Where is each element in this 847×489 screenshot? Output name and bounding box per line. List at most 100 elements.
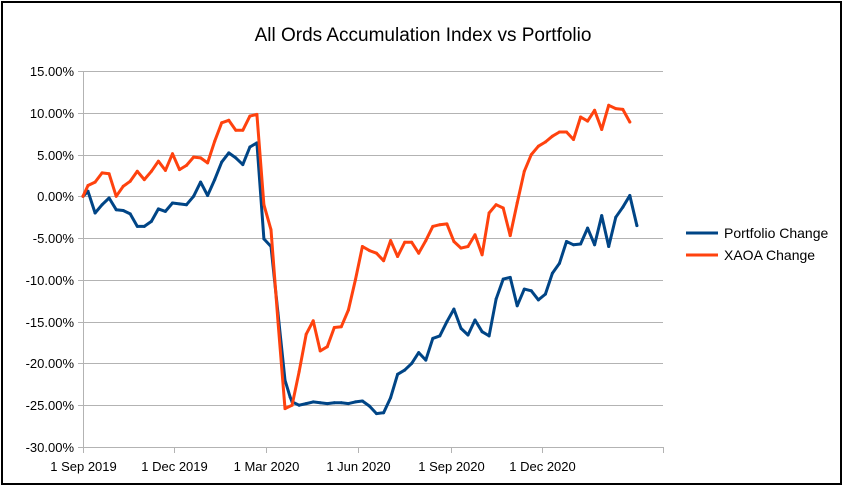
data-point-xaoa-change bbox=[178, 168, 181, 172]
data-point-xaoa-change bbox=[149, 169, 153, 173]
data-point-portfolio-change bbox=[403, 368, 407, 372]
data-point-portfolio-change bbox=[600, 214, 604, 218]
data-point-portfolio-change bbox=[121, 209, 125, 212]
chart-title: All Ords Accumulation Index vs Portfolio bbox=[255, 25, 592, 46]
data-point-xaoa-change bbox=[417, 251, 421, 255]
data-point-portfolio-change bbox=[389, 396, 393, 400]
data-point-portfolio-change bbox=[572, 243, 575, 247]
data-point-portfolio-change bbox=[515, 304, 519, 308]
data-point-portfolio-change bbox=[593, 243, 597, 247]
data-point-xaoa-change bbox=[473, 233, 477, 237]
data-point-xaoa-change bbox=[206, 161, 210, 165]
data-point-xaoa-change bbox=[431, 224, 435, 228]
data-point-xaoa-change bbox=[375, 251, 378, 255]
data-point-portfolio-change bbox=[417, 351, 421, 355]
data-point-xaoa-change bbox=[403, 240, 407, 244]
y-tick-label: -20.00% bbox=[26, 356, 75, 371]
data-point-xaoa-change bbox=[572, 138, 575, 141]
x-tick-label: 1 Sep 2020 bbox=[418, 459, 485, 474]
data-point-portfolio-change bbox=[353, 400, 357, 404]
legend-label: XAOA Change bbox=[724, 247, 815, 263]
series-lines bbox=[81, 103, 639, 416]
data-point-portfolio-change bbox=[473, 318, 477, 322]
data-point-xaoa-change bbox=[311, 319, 315, 323]
data-point-portfolio-change bbox=[452, 307, 456, 311]
data-point-xaoa-change bbox=[163, 168, 167, 172]
data-point-xaoa-change bbox=[93, 180, 97, 184]
data-point-portfolio-change bbox=[311, 400, 315, 404]
series-line-portfolio-change bbox=[81, 141, 639, 416]
data-point-portfolio-change bbox=[318, 401, 322, 405]
data-point-xaoa-change bbox=[494, 203, 498, 207]
data-point-xaoa-change bbox=[297, 370, 301, 374]
data-point-portfolio-change bbox=[565, 240, 568, 243]
data-point-portfolio-change bbox=[248, 145, 252, 149]
y-tick-label: -25.00% bbox=[26, 398, 75, 413]
data-point-xaoa-change bbox=[192, 155, 196, 159]
data-point-xaoa-change bbox=[339, 325, 343, 329]
data-point-xaoa-change bbox=[128, 179, 132, 183]
data-point-portfolio-change bbox=[529, 289, 533, 293]
x-axis-tick-labels: 1 Sep 2019 1 Dec 2019 1 Mar 2020 1 Jun 2020… bbox=[50, 459, 576, 474]
data-point-portfolio-change bbox=[142, 224, 146, 228]
data-point-portfolio-change bbox=[206, 194, 210, 197]
data-point-portfolio-change bbox=[262, 237, 266, 241]
data-point-xaoa-change bbox=[227, 118, 231, 122]
data-point-portfolio-change bbox=[304, 402, 308, 406]
data-point-xaoa-change bbox=[459, 246, 463, 250]
data-point-xaoa-change bbox=[543, 140, 547, 144]
data-point-xaoa-change bbox=[600, 128, 604, 131]
y-tick-label: 15.00% bbox=[30, 64, 75, 79]
data-point-xaoa-change bbox=[565, 130, 568, 134]
axes bbox=[78, 71, 664, 453]
legend-label: Portfolio Change bbox=[724, 225, 829, 241]
data-point-xaoa-change bbox=[81, 194, 85, 198]
data-point-portfolio-change bbox=[459, 326, 463, 330]
data-point-xaoa-change bbox=[283, 407, 287, 411]
y-tick-label: -10.00% bbox=[26, 273, 75, 288]
x-tick-label: 1 Dec 2020 bbox=[509, 459, 576, 474]
data-point-portfolio-change bbox=[607, 245, 611, 248]
data-point-portfolio-change bbox=[424, 358, 428, 362]
data-point-portfolio-change bbox=[297, 403, 301, 407]
data-point-xaoa-change bbox=[480, 253, 484, 257]
data-point-portfolio-change bbox=[100, 203, 104, 207]
data-point-portfolio-change bbox=[325, 402, 329, 406]
y-axis-tick-labels: 15.00% 10.00% 5.00% 0.00% -5.00% -10.00% -15.0… bbox=[26, 64, 75, 455]
data-point-portfolio-change bbox=[508, 275, 512, 279]
data-point-xaoa-change bbox=[628, 120, 632, 124]
data-point-portfolio-change bbox=[128, 212, 132, 216]
data-point-xaoa-change bbox=[466, 245, 470, 248]
data-point-xaoa-change bbox=[107, 172, 111, 176]
legend: Portfolio Change XAOA Change bbox=[686, 225, 829, 263]
data-point-portfolio-change bbox=[163, 209, 167, 213]
data-point-portfolio-change bbox=[156, 207, 160, 211]
data-point-xaoa-change bbox=[529, 153, 533, 157]
data-point-xaoa-change bbox=[185, 163, 188, 167]
data-point-xaoa-change bbox=[248, 114, 252, 118]
data-point-portfolio-change bbox=[149, 219, 153, 223]
data-point-xaoa-change bbox=[410, 240, 414, 244]
data-point-xaoa-change bbox=[396, 255, 400, 258]
y-tick-label: 0.00% bbox=[37, 189, 74, 204]
data-point-xaoa-change bbox=[593, 108, 597, 112]
data-point-xaoa-change bbox=[508, 234, 512, 238]
data-point-xaoa-change bbox=[325, 345, 329, 349]
data-point-xaoa-change bbox=[121, 184, 125, 188]
data-point-portfolio-change bbox=[522, 287, 526, 291]
y-tick-label: 10.00% bbox=[30, 106, 75, 121]
data-point-portfolio-change bbox=[346, 402, 350, 406]
y-tick-label: -30.00% bbox=[26, 440, 75, 455]
data-point-portfolio-change bbox=[635, 224, 639, 228]
data-point-portfolio-change bbox=[339, 401, 343, 405]
data-point-xaoa-change bbox=[142, 178, 146, 182]
data-point-portfolio-change bbox=[107, 196, 111, 200]
data-point-portfolio-change bbox=[410, 361, 414, 365]
data-point-xaoa-change bbox=[515, 201, 519, 205]
data-point-xaoa-change bbox=[501, 206, 505, 210]
data-point-portfolio-change bbox=[536, 298, 540, 302]
data-point-portfolio-change bbox=[628, 194, 632, 197]
data-point-portfolio-change bbox=[431, 336, 435, 340]
data-point-xaoa-change bbox=[445, 222, 449, 226]
